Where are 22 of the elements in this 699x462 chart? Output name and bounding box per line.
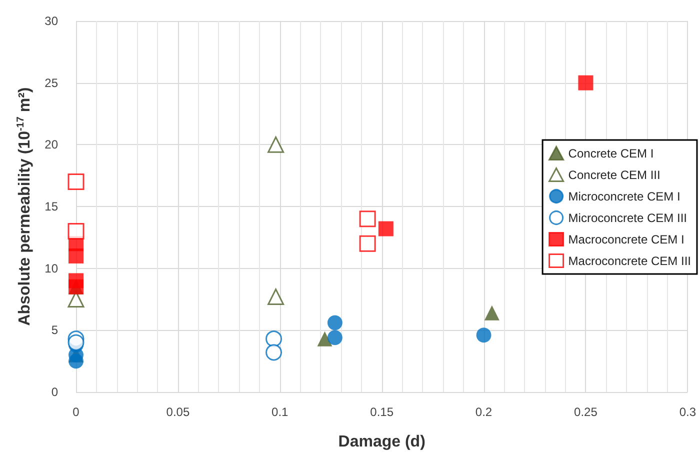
legend-label: Concrete CEM III: [568, 168, 660, 182]
y-tick-label: 5: [51, 323, 58, 338]
y-tick-label: 15: [44, 200, 58, 214]
legend-label: Microconcrete CEM III: [568, 210, 687, 225]
y-tick-label: 25: [44, 76, 58, 90]
x-tick-label: 0: [72, 405, 80, 419]
legend-label: Concrete CEM I: [568, 146, 654, 160]
y-tick-label: 0: [51, 385, 58, 399]
x-tick-label: 0.3: [679, 405, 696, 419]
x-tick-label: 0.2: [475, 405, 492, 419]
legend-label: Macroconcrete CEM III: [568, 254, 691, 268]
legend-label: Macroconcrete CEM I: [568, 232, 684, 246]
x-axis-title: Damage (d): [338, 434, 426, 450]
y-tick-label: 30: [44, 14, 58, 28]
y-tick-label: 20: [44, 138, 58, 152]
x-tick-label: 0.25: [574, 405, 598, 419]
legend-label: Microconcrete CEM I: [568, 189, 680, 204]
x-tick-label: 0.15: [370, 405, 394, 419]
x-tick-label: 0.05: [166, 405, 190, 419]
x-tick-label: 0.1: [272, 405, 289, 419]
y-axis-title: Absolute permeability (10-17 m²): [16, 87, 34, 326]
y-tick-label: 10: [44, 261, 58, 276]
